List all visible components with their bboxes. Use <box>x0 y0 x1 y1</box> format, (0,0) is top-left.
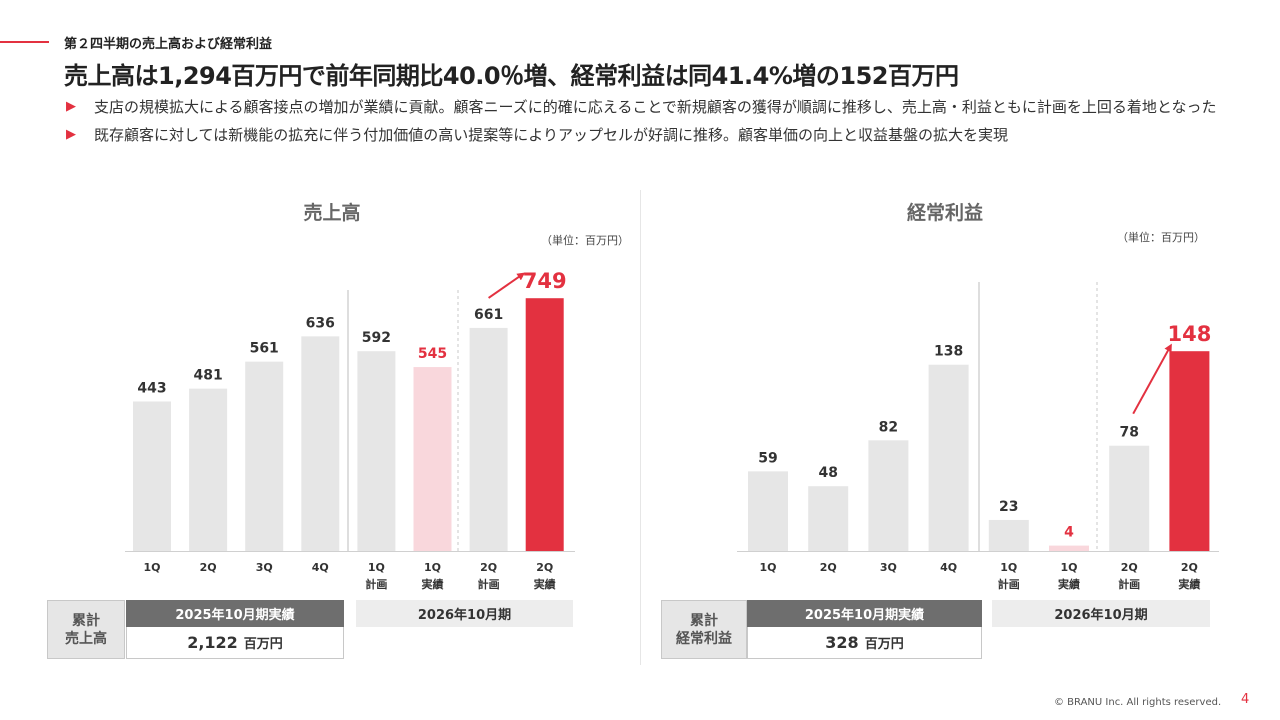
bar-value-label: 82 <box>879 419 898 435</box>
bar <box>808 486 849 551</box>
bar-value-label: 749 <box>523 269 567 293</box>
growth-arrow <box>488 272 526 299</box>
category-label: 実績 <box>534 577 556 591</box>
category-label: 計画 <box>365 577 387 591</box>
bullet-list: ▶ 支店の規模拡大による顧客接点の増加が業績に貢献。顧客ニーズに的確に応えることで… <box>64 96 1244 152</box>
bar <box>1049 545 1089 551</box>
triangle-bullet-icon: ▶ <box>66 127 76 142</box>
bar-value-label: 138 <box>934 344 963 360</box>
sales-cumulative-value: 2,122 百万円 <box>126 627 344 659</box>
sales-cumulative-header: 2025年10月期実績 <box>126 600 344 627</box>
category-label: 1Q <box>1000 561 1017 574</box>
bar <box>469 327 508 551</box>
sales-chart-title: 売上高 <box>303 202 361 224</box>
category-label: 4Q <box>312 561 329 574</box>
section-title: 第２四半期の売上高および経常利益 <box>64 37 273 52</box>
profit-next-period: 2026年10月期 <box>992 600 1210 627</box>
bar <box>357 351 396 551</box>
bar <box>133 401 171 551</box>
bar <box>748 471 788 551</box>
profit-unit-label: （単位：百万円） <box>1117 231 1205 244</box>
sales-cumulative-label: 累計 売上高 <box>47 600 125 659</box>
bar-value-label: 78 <box>1119 425 1138 441</box>
category-label: 2Q <box>480 561 497 574</box>
bar-value-label: 443 <box>137 380 166 396</box>
profit-chart-title: 経常利益 <box>906 202 983 224</box>
profit-cumulative-unit: 百万円 <box>864 637 904 652</box>
category-label: 2Q <box>536 561 553 574</box>
category-label: 計画 <box>998 577 1020 591</box>
category-label: 2Q <box>1181 561 1198 574</box>
triangle-bullet-icon: ▶ <box>66 99 76 114</box>
chart-divider <box>640 190 641 665</box>
bar-value-label: 481 <box>193 368 222 384</box>
category-label: 4Q <box>940 561 957 574</box>
category-label: 3Q <box>256 561 273 574</box>
bar-value-label: 148 <box>1167 322 1211 346</box>
bar-value-label: 545 <box>418 346 447 362</box>
category-label: 計画 <box>1118 577 1140 591</box>
bar-value-label: 4 <box>1064 525 1074 541</box>
sales-cumulative-unit: 百万円 <box>243 637 283 652</box>
sales-next-period: 2026年10月期 <box>356 600 573 627</box>
category-label: 1Q <box>368 561 385 574</box>
bar <box>245 361 284 551</box>
copyright-footer: © BRANU Inc. All rights reserved. <box>1054 697 1222 708</box>
category-label: 1Q <box>759 561 776 574</box>
bar <box>1109 445 1150 551</box>
bar <box>988 519 1029 551</box>
category-label: 1Q <box>1060 561 1077 574</box>
sales-unit-label: （単位：百万円） <box>541 234 629 247</box>
bar <box>1169 351 1210 551</box>
sales-cumulative-number: 2,122 <box>187 633 238 652</box>
page-headline: 売上高は1,294百万円で前年同期比40.0％増、経常利益は同41.4%増の15… <box>64 62 959 90</box>
category-label: 実績 <box>1178 577 1200 591</box>
profit-cumulative-label: 累計 経常利益 <box>661 600 747 659</box>
category-label: 2Q <box>1121 561 1138 574</box>
bar <box>301 336 340 551</box>
bullet-text: 支店の規模拡大による顧客接点の増加が業績に貢献。顧客ニーズに的確に応えることで新… <box>94 98 1217 116</box>
category-label: 3Q <box>880 561 897 574</box>
bar-value-label: 561 <box>250 341 279 357</box>
profit-cumulative-value: 328 百万円 <box>747 627 982 659</box>
bullet-item: ▶ 既存顧客に対しては新機能の拡充に伴う付加価値の高い提案等によりアップセルが好調… <box>64 124 1244 146</box>
bullet-item: ▶ 支店の規模拡大による顧客接点の増加が業績に貢献。顧客ニーズに的確に応えることで… <box>64 96 1244 118</box>
category-label: 実績 <box>422 577 444 591</box>
category-label: 実績 <box>1058 577 1080 591</box>
bar-value-label: 23 <box>999 499 1018 515</box>
bar-value-label: 48 <box>818 465 837 481</box>
bar <box>189 388 228 551</box>
bar <box>928 364 969 551</box>
profit-cumulative-header: 2025年10月期実績 <box>747 600 982 627</box>
sales-cumulative-table: 累計 売上高 2025年10月期実績 2,122 百万円 2026年10月期 <box>47 600 577 660</box>
bar-value-label: 592 <box>362 330 391 346</box>
profit-cumulative-table: 累計 経常利益 2025年10月期実績 328 百万円 2026年10月期 <box>661 600 1211 660</box>
section-accent-line <box>0 41 49 43</box>
page-number: 4 <box>1241 692 1250 707</box>
bar-value-label: 636 <box>306 315 335 331</box>
category-label: 計画 <box>478 577 500 591</box>
bar-value-label: 661 <box>474 307 503 323</box>
growth-arrow <box>1132 343 1172 415</box>
bar <box>868 440 909 551</box>
category-label: 1Q <box>424 561 441 574</box>
category-label: 2Q <box>820 561 837 574</box>
sales-chart: 443 1Q 481 2Q 561 3Q 636 4Q 592 1Q 計画 545 1Q 実績 661 2Q 計… <box>125 269 575 591</box>
profit-chart: 59 1Q 48 2Q 82 3Q 138 4Q 23 1Q 計画 4 1Q 実績 78 2Q 計画 148 2Q 実… <box>737 282 1219 591</box>
bar <box>413 367 452 551</box>
category-label: 2Q <box>200 561 217 574</box>
bar-value-label: 59 <box>758 450 777 466</box>
bullet-text: 既存顧客に対しては新機能の拡充に伴う付加価値の高い提案等によりアップセルが好調に… <box>94 126 1008 144</box>
bar <box>525 298 564 551</box>
profit-cumulative-number: 328 <box>825 633 859 652</box>
category-label: 1Q <box>143 561 160 574</box>
